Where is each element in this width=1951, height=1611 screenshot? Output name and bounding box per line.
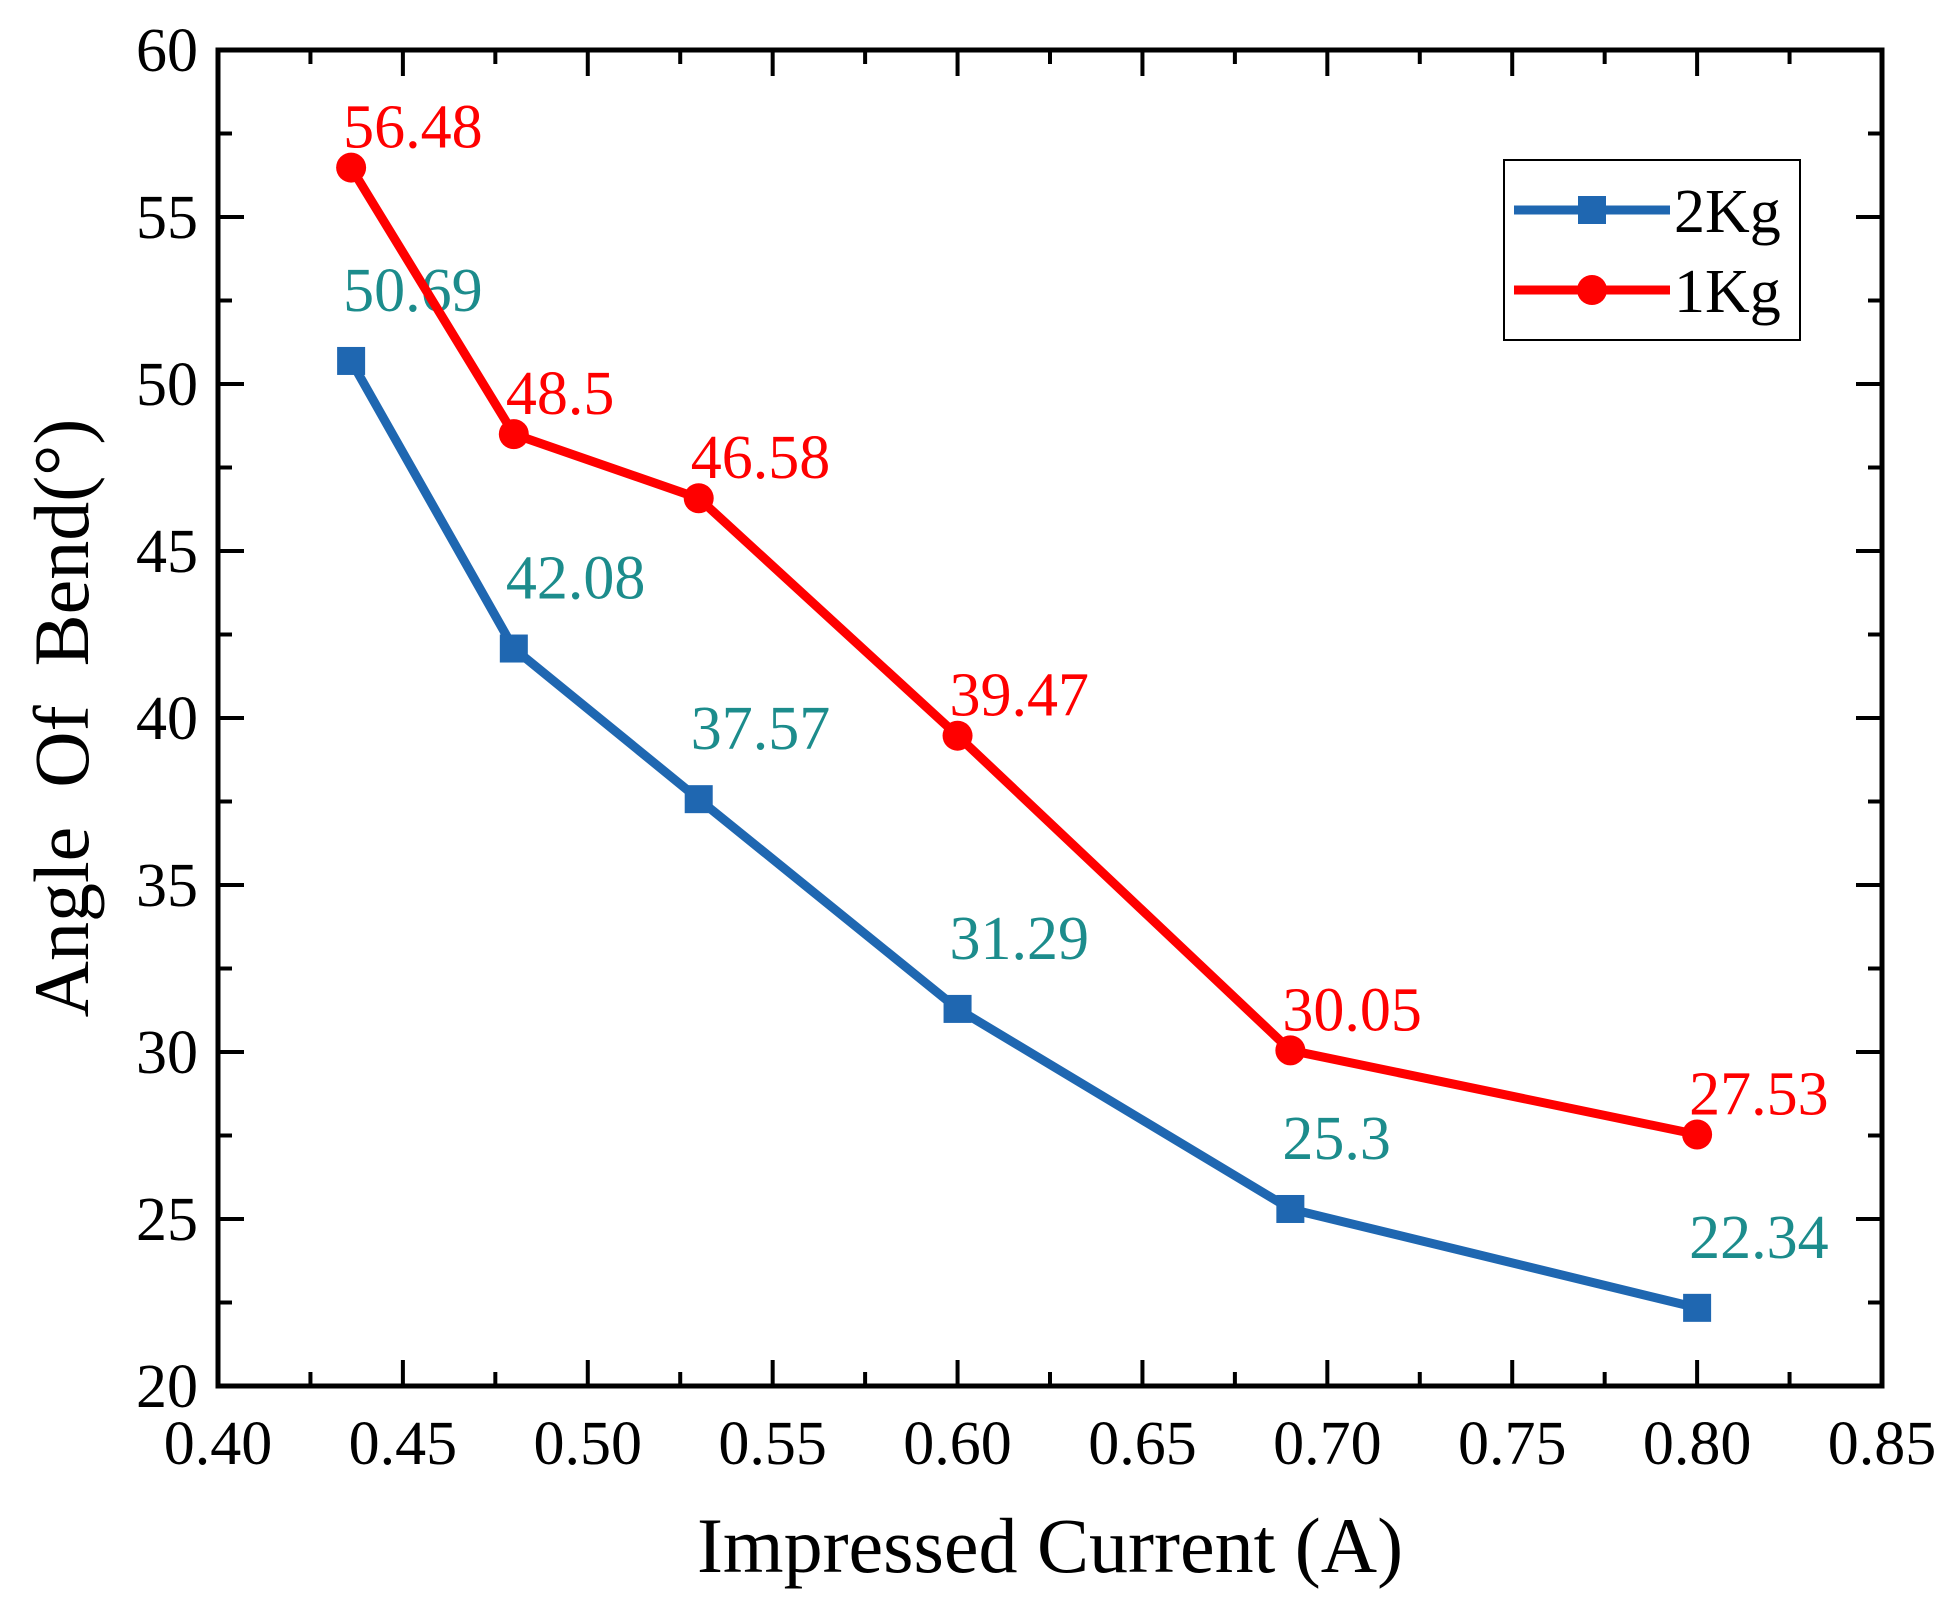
data-label: 56.48 <box>343 94 483 162</box>
data-point-circle <box>498 419 529 450</box>
series-line-1 <box>347 165 1699 1139</box>
data-label: 25.3 <box>1282 1105 1391 1173</box>
y-tick-label: 50 <box>136 351 198 419</box>
data-label: 22.34 <box>1689 1204 1829 1272</box>
y-tick-label: 25 <box>136 1186 198 1254</box>
data-point-square <box>337 346 366 375</box>
x-tick-label: 0.65 <box>1088 1410 1197 1478</box>
y-tick-label: 55 <box>136 184 198 252</box>
x-tick-label: 0.55 <box>718 1410 827 1478</box>
y-axis-label: Angle Of Bend(°) <box>18 419 105 1018</box>
y-tick-label: 40 <box>136 685 198 753</box>
series-line-0 <box>347 358 1699 1313</box>
series-layer: 50.6942.0837.5731.2925.322.3456.4848.546… <box>336 94 1829 1322</box>
x-tick-labels: 0.40 0.45 0.50 0.55 0.60 0.65 0.70 0.75 0.80 0.85 <box>164 1410 1937 1478</box>
y-tick-label: 60 <box>136 17 198 85</box>
x-tick-label: 0.45 <box>349 1410 458 1478</box>
y-tick-label: 20 <box>136 1353 198 1421</box>
data-label: 42.08 <box>506 545 646 613</box>
data-label: 30.05 <box>1282 976 1422 1044</box>
data-point-circle <box>683 483 714 514</box>
data-label: 27.53 <box>1689 1060 1829 1128</box>
x-axis-label: Impressed Current (A) <box>697 1502 1403 1589</box>
data-label: 31.29 <box>950 905 1090 973</box>
data-point-square <box>1276 1194 1305 1223</box>
data-point-square <box>943 994 972 1023</box>
legend-label: 1Kg <box>1674 258 1781 326</box>
data-point-circle <box>942 720 973 751</box>
x-tick-label: 0.75 <box>1458 1410 1567 1478</box>
legend-marker-circle <box>1577 275 1607 305</box>
data-label: 48.5 <box>506 360 615 428</box>
legend-box <box>1503 159 1801 341</box>
legend-label: 2Kg <box>1674 178 1781 246</box>
data-point-circle <box>1682 1119 1713 1150</box>
data-point-circle <box>1275 1035 1306 1066</box>
data-point-circle <box>336 152 367 183</box>
data-label: 46.58 <box>691 424 831 492</box>
series-1: 56.48 48.5 46.58 39.47 30.05 27.53 <box>336 94 1829 1150</box>
x-tick-label: 0.40 <box>164 1410 273 1478</box>
data-label: 39.47 <box>950 662 1090 730</box>
x-tick-label: 0.80 <box>1643 1410 1752 1478</box>
x-tick-label: 0.60 <box>903 1410 1012 1478</box>
y-tick-label: 30 <box>136 1019 198 1087</box>
data-label: 37.57 <box>691 695 831 763</box>
data-point-square <box>1683 1293 1712 1322</box>
y-tick-label: 45 <box>136 518 198 586</box>
x-tick-label: 0.85 <box>1828 1410 1937 1478</box>
data-point-square <box>499 634 528 663</box>
y-tick-labels: 20 25 30 35 40 45 50 55 60 <box>136 17 198 1421</box>
x-tick-label: 0.70 <box>1273 1410 1382 1478</box>
plot-frame <box>215 47 1885 1389</box>
x-tick-label: 0.50 <box>534 1410 643 1478</box>
data-point-square <box>684 785 713 814</box>
legend-marker-square <box>1578 196 1606 224</box>
y-tick-label: 35 <box>136 852 198 920</box>
